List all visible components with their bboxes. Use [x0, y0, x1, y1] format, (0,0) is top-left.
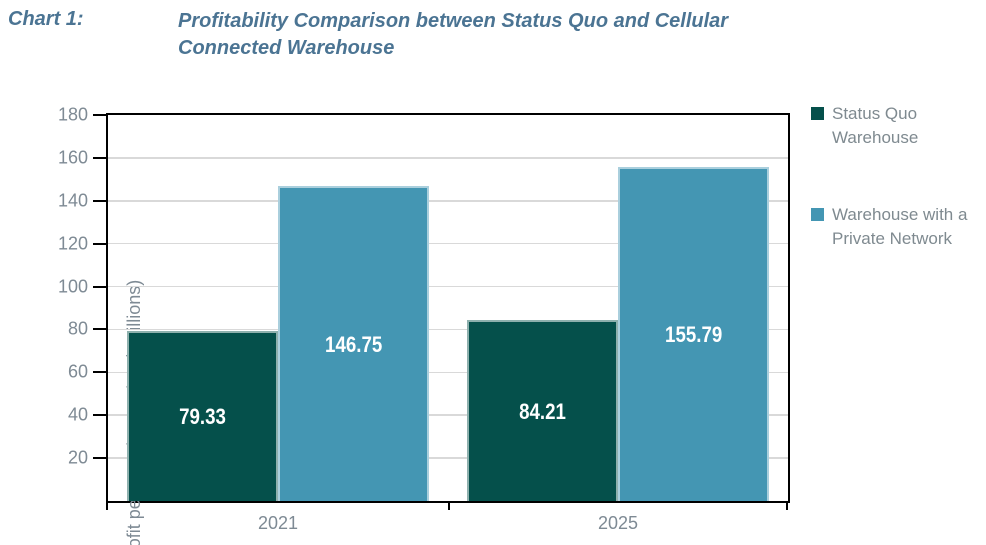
legend-swatch	[811, 208, 824, 221]
bar-value-label: 79.33	[179, 403, 226, 429]
gridline	[108, 157, 788, 159]
y-tick-label: 40	[67, 404, 88, 425]
y-axis-tick	[93, 156, 106, 159]
bar-value-label: 155.79	[664, 321, 723, 347]
chart-title: Profitability Comparison between Status …	[178, 10, 729, 59]
gridline	[108, 242, 788, 245]
bar-warehouse-with-a-private-network-2021: 146.75	[278, 186, 429, 501]
legend-label: Warehouse with a Private Network	[832, 205, 968, 248]
y-axis-tick	[93, 457, 106, 460]
x-axis-tick	[786, 501, 788, 510]
gridline	[108, 371, 788, 374]
x-axis-tick	[106, 501, 108, 510]
y-axis-tick	[93, 328, 106, 331]
gridline	[108, 414, 788, 416]
legend-item: Status Quo Warehouse	[811, 102, 986, 150]
plot-area: Profit per Warehouse (US$ Millions) 2040…	[58, 105, 790, 545]
bar-warehouse-with-a-private-network-2025: 155.79	[618, 166, 769, 501]
y-tick-label: 20	[67, 447, 88, 468]
y-tick-label: 60	[67, 361, 88, 382]
y-tick-label: 180	[57, 104, 88, 125]
y-tick-label: 140	[57, 190, 88, 211]
y-axis-tick	[93, 371, 106, 374]
gridline	[108, 200, 788, 202]
y-axis-tick	[93, 199, 106, 202]
gridline	[108, 457, 788, 459]
legend-item: Warehouse with a Private Network	[811, 203, 986, 251]
y-axis-tick	[93, 114, 106, 116]
gridline	[108, 328, 788, 331]
bar-status-quo-warehouse-2021: 79.33	[127, 330, 278, 501]
y-tick-label: 120	[57, 233, 88, 254]
gridline	[108, 285, 788, 288]
legend-label: Status Quo Warehouse	[832, 104, 919, 147]
y-tick-label: 80	[67, 318, 88, 339]
y-axis-tick	[93, 242, 106, 245]
bar-value-label: 146.75	[324, 331, 383, 357]
y-tick-label: 100	[57, 276, 88, 297]
chart-label: Chart 1:	[8, 8, 84, 30]
x-tick-label-2021: 2021	[257, 513, 299, 533]
legend-swatch	[811, 107, 824, 120]
x-tick-label-2025: 2025	[597, 513, 639, 533]
x-axis-tick	[448, 501, 450, 510]
y-axis-tick	[93, 414, 106, 417]
bar-value-label: 84.21	[519, 398, 566, 424]
bar-status-quo-warehouse-2025: 84.21	[467, 320, 618, 501]
y-axis-tick	[93, 285, 106, 288]
legend: Status Quo Warehouse Warehouse with a Pri…	[811, 102, 986, 251]
y-tick-label: 160	[57, 147, 88, 168]
